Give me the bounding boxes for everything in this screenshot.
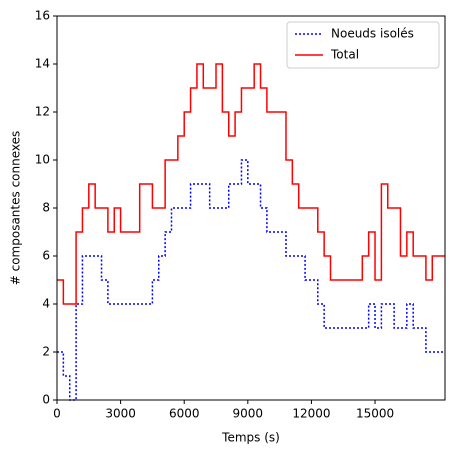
legend-label: Noeuds isolés xyxy=(331,27,414,41)
series-line xyxy=(57,63,445,305)
y-tick-label: 14 xyxy=(35,57,50,71)
legend-box xyxy=(286,21,440,69)
x-tick-label: 9000 xyxy=(233,407,264,421)
y-tick-label: 2 xyxy=(42,345,50,359)
y-tick-label: 4 xyxy=(42,297,50,311)
y-tick-label: 10 xyxy=(35,153,50,167)
legend-label: Total xyxy=(330,48,359,62)
y-tick-label: 0 xyxy=(42,393,50,407)
x-tick-label: 6000 xyxy=(169,407,200,421)
y-tick-label: 6 xyxy=(42,249,50,263)
x-tick-label: 3000 xyxy=(105,407,136,421)
y-tick-label: 16 xyxy=(35,9,50,23)
series-line xyxy=(57,159,445,401)
x-tick-label: 0 xyxy=(53,407,61,421)
plot-frame xyxy=(56,15,446,401)
y-tick-label: 12 xyxy=(35,105,50,119)
y-axis-label: # composantes connexes xyxy=(9,131,23,286)
x-tick-label: 12000 xyxy=(292,407,330,421)
x-axis-label: Temps (s) xyxy=(221,431,280,445)
x-tick-label: 15000 xyxy=(356,407,394,421)
y-tick-label: 8 xyxy=(42,201,50,215)
